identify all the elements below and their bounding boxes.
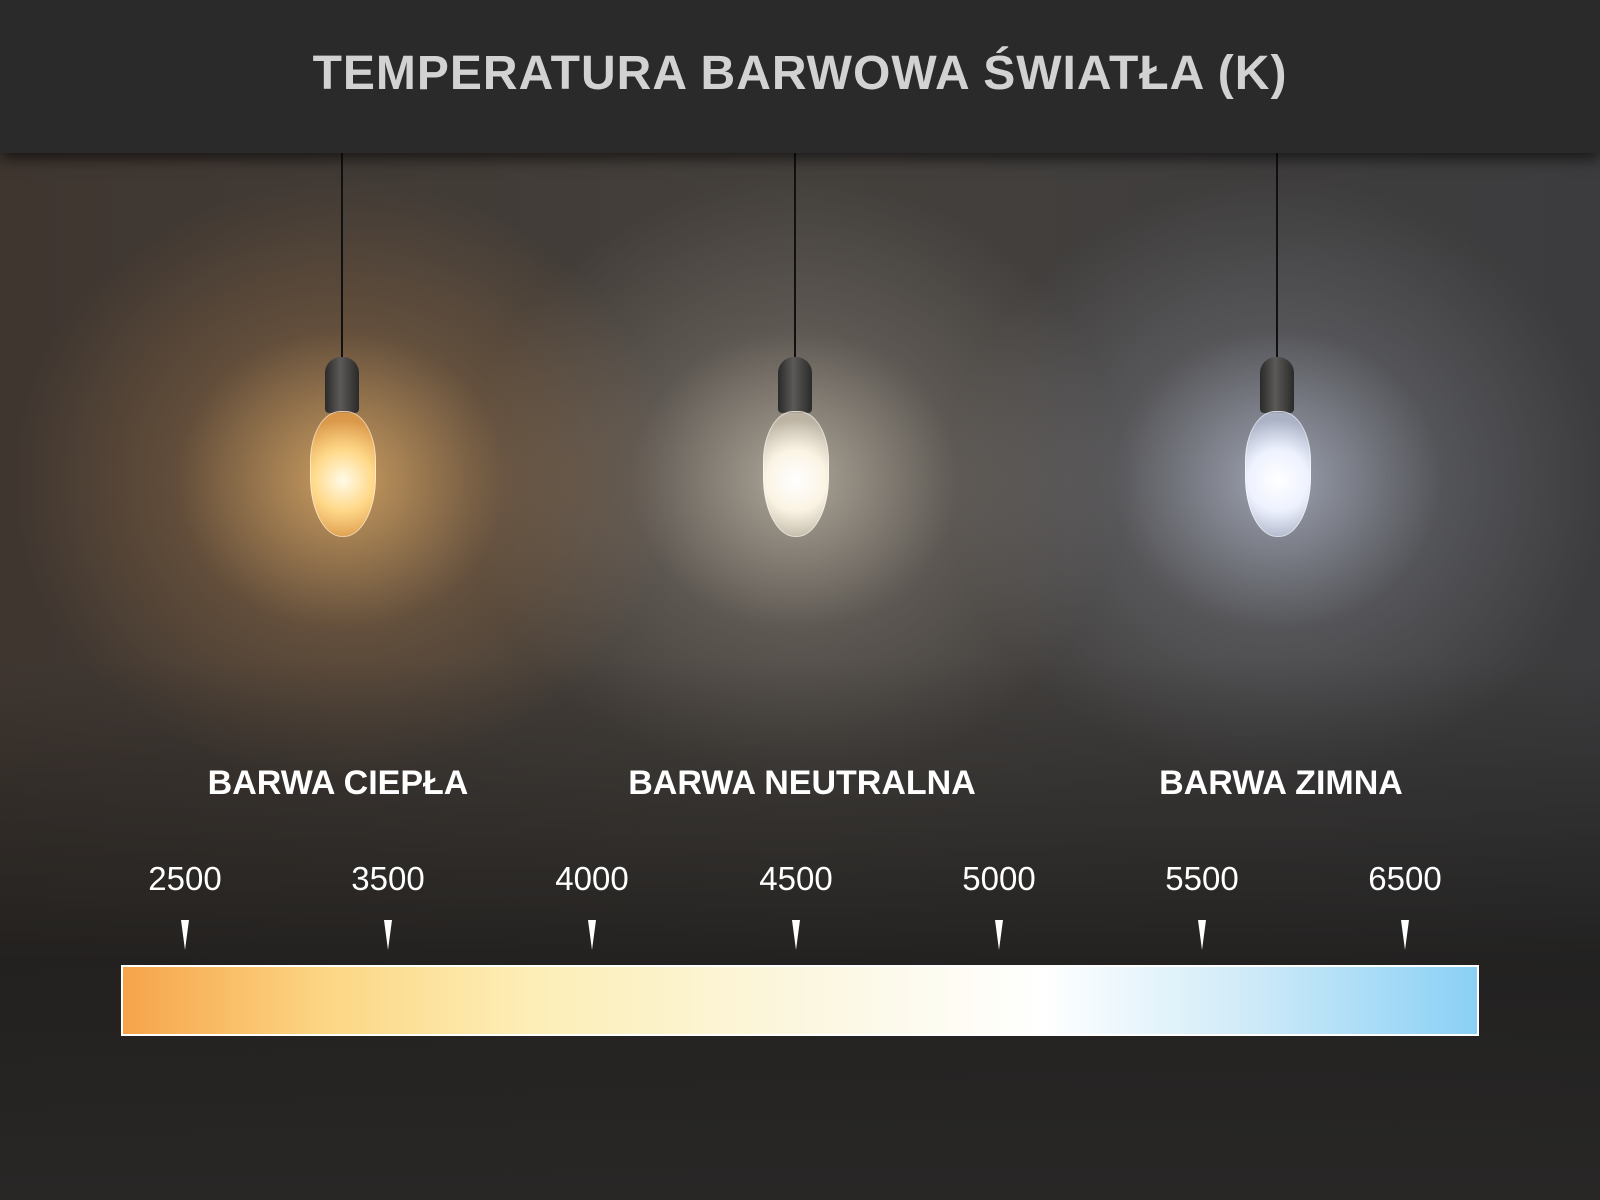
tick-label: 3500 (351, 860, 425, 897)
label-cool: BARWA ZIMNA (1159, 764, 1403, 802)
tick-marker-icon (1198, 920, 1206, 950)
tick-label: 4000 (555, 860, 629, 897)
tick-marker-icon (588, 920, 596, 950)
tick-label: 4500 (759, 860, 833, 897)
color-temperature-gradient-bar (121, 965, 1479, 1036)
tick-marker-icon (181, 920, 189, 950)
page-title: TEMPERATURA BARWOWA ŚWIATŁA (K) (312, 47, 1288, 100)
tick-marker-icon (1401, 920, 1409, 950)
tick-label: 5500 (1165, 860, 1239, 897)
tick-label: 6500 (1368, 860, 1442, 897)
label-warm: BARWA CIEPŁA (207, 764, 469, 802)
tick-label: 2500 (148, 860, 222, 897)
tick-label: 5000 (962, 860, 1036, 897)
header-bar: TEMPERATURA BARWOWA ŚWIATŁA (K) (0, 0, 1600, 153)
label-neutral: BARWA NEUTRALNA (628, 764, 976, 802)
tick-marker-icon (384, 920, 392, 950)
tick-marker-icon (995, 920, 1003, 950)
tick-marker-icon (792, 920, 800, 950)
